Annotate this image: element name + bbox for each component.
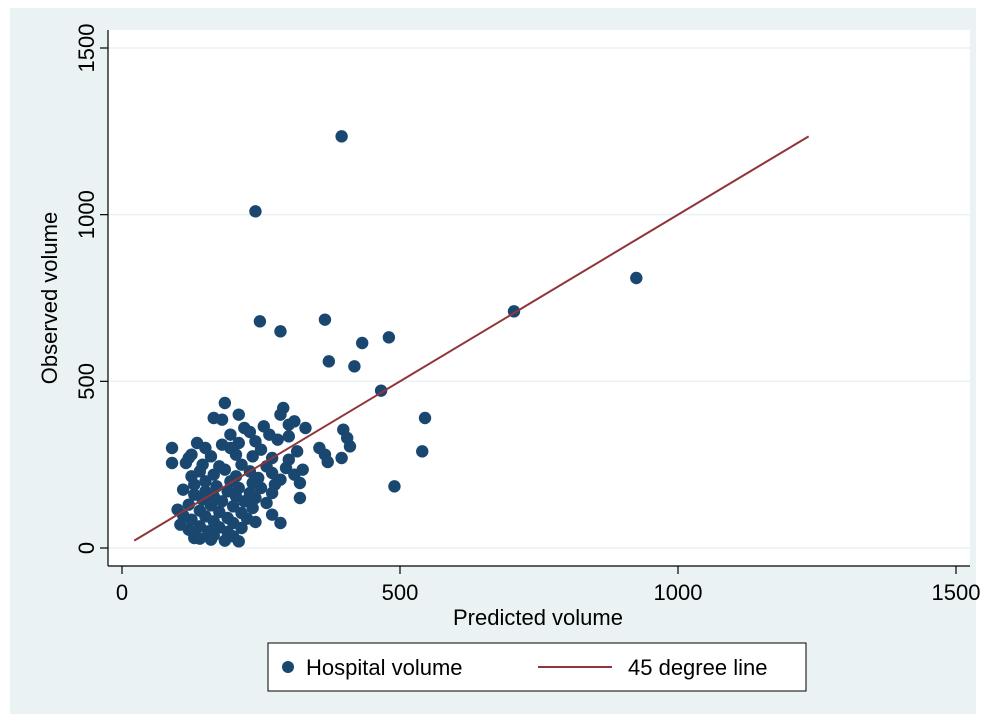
data-point-8 bbox=[355, 336, 369, 350]
x-axis-label: Predicted volume bbox=[453, 605, 623, 630]
data-point-89 bbox=[249, 491, 262, 505]
data-point-46 bbox=[165, 441, 179, 455]
data-point-125 bbox=[218, 534, 232, 547]
data-point-81 bbox=[176, 483, 190, 496]
data-point-68 bbox=[207, 468, 220, 481]
data-point-17 bbox=[343, 440, 357, 453]
data-point-77 bbox=[188, 478, 201, 491]
data-point-85 bbox=[265, 486, 279, 500]
data-point-92 bbox=[215, 495, 229, 508]
x-tick-label-1: 500 bbox=[382, 580, 419, 605]
y-tick-label-0: 0 bbox=[74, 542, 99, 554]
data-point-98 bbox=[246, 501, 259, 515]
data-point-80 bbox=[254, 481, 268, 495]
data-point-18 bbox=[335, 451, 348, 465]
data-point-65 bbox=[265, 466, 279, 480]
data-point-13 bbox=[416, 445, 429, 458]
legend-box bbox=[267, 642, 807, 692]
data-point-96 bbox=[204, 499, 218, 512]
data-point-4 bbox=[318, 313, 332, 326]
grid-lines bbox=[108, 47, 970, 549]
data-point-97 bbox=[227, 500, 240, 513]
data-point-37 bbox=[271, 433, 284, 446]
data-point-111 bbox=[249, 515, 262, 529]
data-point-7 bbox=[382, 331, 396, 344]
data-point-112 bbox=[274, 516, 287, 530]
data-point-55 bbox=[179, 456, 193, 470]
data-point-44 bbox=[254, 443, 268, 456]
y-tick-label-3: 1500 bbox=[74, 24, 99, 73]
data-point-14 bbox=[388, 480, 401, 493]
x-tick-label-0: 0 bbox=[116, 580, 128, 605]
data-point-6 bbox=[274, 325, 287, 338]
data-point-10 bbox=[348, 360, 361, 373]
data-point-45 bbox=[290, 445, 304, 458]
data-point-50 bbox=[229, 448, 243, 461]
y-tick-label-1: 500 bbox=[74, 363, 99, 400]
data-point-124 bbox=[204, 533, 218, 546]
data-point-24 bbox=[274, 408, 287, 421]
legend-label-45-degree-line: 45 degree line bbox=[628, 655, 767, 680]
data-point-25 bbox=[232, 408, 245, 421]
data-point-5 bbox=[253, 315, 267, 328]
data-point-27 bbox=[215, 413, 229, 426]
data-point-21 bbox=[321, 455, 334, 469]
data-point-116 bbox=[235, 521, 248, 535]
reference-line-layer bbox=[133, 135, 810, 542]
data-point-33 bbox=[243, 425, 257, 439]
y-tick-label-2: 1000 bbox=[74, 190, 99, 239]
data-point-51 bbox=[246, 450, 259, 463]
data-point-12 bbox=[418, 411, 432, 425]
y-axis-label: Observed volume bbox=[37, 212, 62, 384]
legend-label-hospital-volume: Hospital volume bbox=[306, 655, 463, 680]
data-point-34 bbox=[224, 428, 237, 441]
data-point-94 bbox=[260, 496, 273, 510]
tick-marks: 0 500 1000 1500 0 500 1000 1500 bbox=[74, 24, 980, 605]
data-point-127 bbox=[188, 531, 201, 545]
data-point-22 bbox=[218, 396, 232, 410]
data-point-95 bbox=[182, 498, 195, 511]
data-point-29 bbox=[282, 418, 295, 431]
x-tick-label-2: 1000 bbox=[654, 580, 703, 605]
axes bbox=[107, 30, 970, 567]
data-point-30 bbox=[299, 421, 312, 435]
data-point-76 bbox=[293, 476, 307, 490]
data-point-93 bbox=[238, 495, 251, 508]
data-point-60 bbox=[279, 461, 293, 475]
data-point-1 bbox=[249, 205, 262, 218]
data-point-126 bbox=[232, 535, 245, 548]
data-point-2 bbox=[630, 271, 643, 285]
data-point-108 bbox=[185, 513, 198, 526]
legend-marker-hospital-volume bbox=[282, 661, 294, 673]
data-point-63 bbox=[218, 463, 232, 476]
scatter-points bbox=[165, 130, 643, 548]
data-point-90 bbox=[293, 491, 307, 505]
data-point-49 bbox=[204, 450, 218, 463]
x-tick-label-3: 1500 bbox=[932, 580, 981, 605]
legend: Hospital volume 45 degree line bbox=[267, 642, 807, 692]
reference-line-45-degree bbox=[133, 135, 810, 542]
data-point-0 bbox=[335, 130, 348, 143]
data-point-54 bbox=[165, 456, 179, 470]
data-point-9 bbox=[322, 355, 336, 368]
data-point-103 bbox=[265, 508, 279, 521]
data-point-58 bbox=[235, 458, 248, 471]
data-point-72 bbox=[199, 475, 212, 488]
data-point-36 bbox=[282, 430, 295, 443]
